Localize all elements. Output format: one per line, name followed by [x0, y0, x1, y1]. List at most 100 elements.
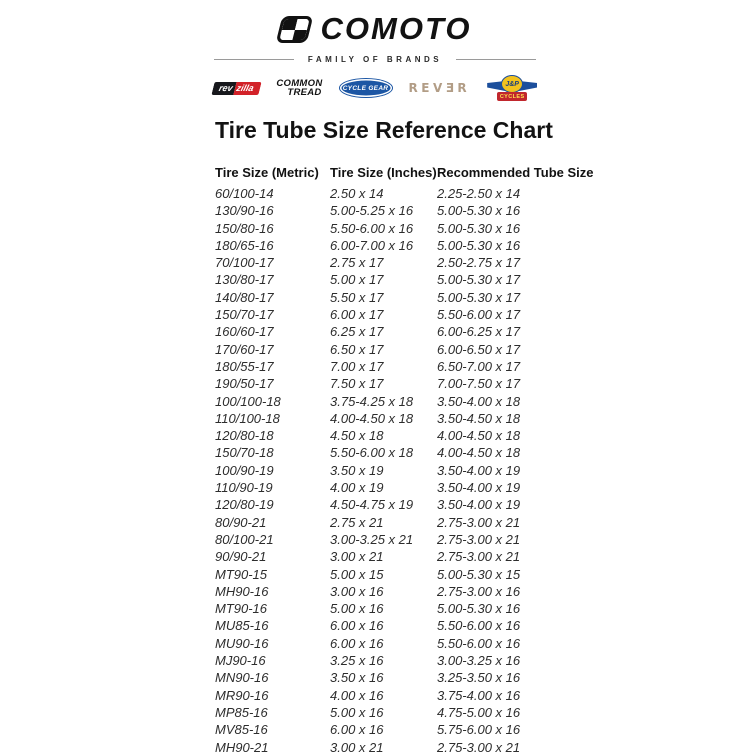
table-cell: 4.00-4.50 x 18	[437, 445, 521, 461]
table-cell: 2.75 x 17	[330, 255, 384, 271]
table-cell: 5.50-6.00 x 16	[437, 618, 521, 634]
table-cell: MP85-16	[215, 704, 268, 720]
jp-wing-left	[487, 81, 506, 91]
table-cell: 2.25-2.50 x 14	[437, 186, 521, 201]
table-cell: 2.75-3.00 x 21	[437, 549, 521, 565]
table-header-row: Tire Size (Metric) Tire Size (Inches) Re…	[215, 165, 607, 185]
table-row: MU85-16 6.00 x 16 5.50-6.00 x 16	[215, 617, 607, 634]
common-tread-line1: COMMON	[276, 77, 323, 89]
table-row: MR90-16 4.00 x 16 3.75-4.00 x 16	[215, 687, 607, 704]
tire-tube-size-table: Tire Size (Metric) Tire Size (Inches) Re…	[215, 165, 607, 756]
column-header-tube-size: Recommended Tube Size	[437, 165, 594, 180]
divider-line-right	[456, 59, 537, 60]
table-cell: 170/60-17	[215, 341, 274, 357]
table-cell: 3.50-4.00 x 19	[437, 462, 521, 478]
table-row: MH90-21 3.00 x 21 2.75-3.00 x 21	[215, 739, 607, 756]
table-cell: 5.50-6.00 x 16	[437, 635, 521, 651]
family-of-brands: FAMILY OF BRANDS	[0, 55, 750, 64]
revzilla-logo-rev: rev	[211, 81, 236, 95]
table-cell: 5.50 x 17	[330, 289, 384, 305]
table-cell: 100/100-18	[215, 393, 281, 409]
table-cell: 7.00-7.50 x 17	[437, 376, 521, 392]
table-row: 180/55-17 7.00 x 17 6.50-7.00 x 17	[215, 358, 607, 375]
table-cell: 7.00 x 17	[330, 358, 384, 374]
table-cell: 6.00 x 16	[330, 722, 384, 738]
table-cell: 3.00 x 21	[330, 549, 384, 565]
table-cell: 5.75-6.00 x 16	[437, 722, 521, 738]
table-cell: 5.00-5.30 x 16	[437, 203, 521, 219]
table-cell: 140/80-17	[215, 289, 274, 305]
table-cell: 2.75-3.00 x 21	[437, 739, 521, 755]
table-cell: 2.75-3.00 x 21	[437, 514, 521, 530]
table-cell: 3.00-3.25 x 16	[437, 653, 521, 669]
family-of-brands-label: FAMILY OF BRANDS	[307, 55, 443, 64]
table-cell: MV85-16	[215, 722, 268, 738]
table-cell: 4.50-4.75 x 19	[330, 497, 414, 513]
table-row: 140/80-17 5.50 x 17 5.00-5.30 x 17	[215, 289, 607, 306]
table-cell: 3.50-4.00 x 19	[437, 480, 521, 496]
column-header-metric: Tire Size (Metric)	[215, 165, 319, 180]
table-cell: 2.50 x 14	[330, 186, 384, 201]
table-row: 80/100-21 3.00-3.25 x 21 2.75-3.00 x 21	[215, 531, 607, 548]
table-cell: 80/90-21	[215, 514, 267, 530]
checker-cell	[291, 29, 307, 40]
table-cell: 130/80-17	[215, 272, 274, 288]
table-cell: 5.00 x 16	[330, 601, 384, 617]
table-cell: 3.50 x 19	[330, 462, 384, 478]
jp-cycles-logo: J&P CYCLES	[487, 75, 538, 101]
table-cell: 2.75-3.00 x 21	[437, 531, 521, 547]
common-tread-logo: COMMON TREAD	[276, 77, 323, 98]
table-row: MN90-16 3.50 x 16 3.25-3.50 x 16	[215, 669, 607, 686]
table-cell: 4.75-5.00 x 16	[437, 704, 521, 720]
table-cell: 2.75 x 21	[330, 514, 384, 530]
table-row: 130/80-17 5.00 x 17 5.00-5.30 x 17	[215, 271, 607, 288]
table-cell: 110/100-18	[215, 410, 280, 426]
table-cell: 5.00-5.30 x 16	[437, 237, 521, 253]
table-cell: 70/100-17	[215, 255, 274, 271]
table-cell: 5.50-6.00 x 17	[437, 307, 521, 323]
table-row: MT90-15 5.00 x 15 5.00-5.30 x 15	[215, 566, 607, 583]
table-cell: 3.00 x 21	[330, 739, 384, 755]
table-row: 100/100-18 3.75-4.25 x 18 3.50-4.00 x 18	[215, 393, 607, 410]
table-cell: 3.75-4.25 x 18	[330, 393, 414, 409]
table-cell: 3.50-4.00 x 19	[437, 497, 521, 513]
table-cell: 5.00 x 15	[330, 566, 384, 582]
table-cell: MT90-16	[215, 601, 268, 617]
table-cell: 6.00 x 17	[330, 307, 384, 323]
table-row: 100/90-19 3.50 x 19 3.50-4.00 x 19	[215, 462, 607, 479]
table-cell: MR90-16	[215, 687, 269, 703]
table-cell: 180/65-16	[215, 237, 274, 253]
table-row: 60/100-14 2.50 x 14 2.25-2.50 x 14	[215, 185, 607, 202]
table-row: MT90-16 5.00 x 16 5.00-5.30 x 16	[215, 600, 607, 617]
table-cell: 3.00 x 16	[330, 583, 384, 599]
table-cell: 4.00 x 16	[330, 687, 384, 703]
table-cell: 5.00-5.30 x 16	[437, 601, 521, 617]
divider-line-left	[213, 59, 294, 60]
table-cell: 4.00-4.50 x 18	[330, 410, 414, 426]
table-cell: MJ90-16	[215, 653, 266, 669]
table-row: 150/70-17 6.00 x 17 5.50-6.00 x 17	[215, 306, 607, 323]
table-cell: 4.50 x 18	[330, 428, 384, 444]
table-cell: 4.00-4.50 x 18	[437, 428, 521, 444]
table-cell: 5.00 x 17	[330, 272, 384, 288]
table-cell: 190/50-17	[215, 376, 274, 392]
table-row: 110/100-18 4.00-4.50 x 18 3.50-4.50 x 18	[215, 410, 607, 427]
table-row: 70/100-17 2.75 x 17 2.50-2.75 x 17	[215, 254, 607, 271]
checkered-flag-icon	[275, 15, 313, 43]
table-cell: 6.00-6.50 x 17	[437, 341, 521, 357]
table-cell: 5.00-5.25 x 16	[330, 203, 414, 219]
table-cell: 5.00-5.30 x 16	[437, 220, 521, 236]
table-cell: 150/80-16	[215, 220, 274, 236]
table-cell: 3.50-4.00 x 18	[437, 393, 521, 409]
comoto-wordmark: COMOTO	[320, 11, 472, 46]
table-cell: 5.00-5.30 x 15	[437, 566, 521, 582]
table-cell: 6.50 x 17	[330, 341, 384, 357]
table-cell: 7.50 x 17	[330, 376, 384, 392]
table-cell: 3.75-4.00 x 16	[437, 687, 521, 703]
table-row: MJ90-16 3.25 x 16 3.00-3.25 x 16	[215, 652, 607, 669]
table-cell: 2.50-2.75 x 17	[437, 255, 521, 271]
brand-logos-row: rev zilla COMMON TREAD CYCLE GEAR REVƎR …	[0, 73, 750, 103]
table-row: 150/70-18 5.50-6.00 x 18 4.00-4.50 x 18	[215, 444, 607, 461]
table-row: 80/90-21 2.75 x 21 2.75-3.00 x 21	[215, 514, 607, 531]
table-row: 190/50-17 7.50 x 17 7.00-7.50 x 17	[215, 375, 607, 392]
